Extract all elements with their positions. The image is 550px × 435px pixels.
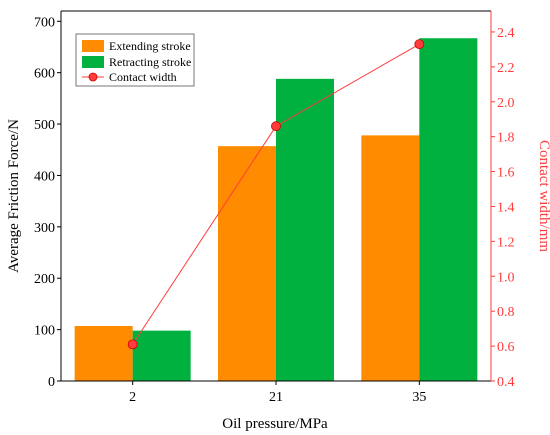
contact-width-line-layer: [127, 39, 425, 350]
y-tick-label-right-1.0: 1.0: [497, 270, 515, 285]
contact-width-point-2: [127, 339, 138, 350]
y-tick-label-right-1.2: 1.2: [497, 235, 515, 250]
bar-extending-stroke-21: [218, 146, 276, 381]
y-tick-label-left-700: 700: [34, 15, 55, 30]
y-tick-label-right-1.6: 1.6: [497, 166, 515, 181]
legend: Extending stroke Retracting stroke Conta…: [75, 33, 195, 87]
y-tick-label-right-2.4: 2.4: [497, 26, 515, 41]
y-tick-label-right-0.4: 0.4: [497, 375, 515, 390]
y-tick-label-left-400: 400: [34, 169, 55, 184]
bars-layer: [74, 38, 478, 381]
y-tick-label-left-500: 500: [34, 118, 55, 133]
bar-retracting-stroke-2: [132, 330, 191, 381]
y-tick-label-left-600: 600: [34, 67, 55, 82]
legend-label-retracting: Retracting stroke: [109, 55, 191, 69]
bar-retracting-stroke-21: [276, 78, 334, 381]
y-tick-label-right-0.8: 0.8: [497, 305, 515, 320]
y-axis-title-right: Contact width/mm: [536, 140, 550, 252]
legend-swatch-retracting: [82, 56, 104, 68]
legend-marker-contact: [88, 72, 98, 82]
y-tick-label-right-2.2: 2.2: [497, 61, 515, 76]
legend-label-contact: Contact width: [109, 70, 177, 84]
contact-width-point-35: [414, 39, 425, 50]
legend-label-extending: Extending stroke: [109, 39, 191, 53]
y-tick-label-right-2.0: 2.0: [497, 96, 515, 111]
legend-swatch-extending: [82, 40, 104, 52]
x-tick-label-35: 35: [412, 390, 426, 405]
x-tick-label-21: 21: [269, 390, 283, 405]
y-axis-title-left: Average Friction Force/N: [6, 119, 22, 273]
bar-retracting-stroke-35: [419, 38, 478, 381]
y-tick-label-left-0: 0: [48, 375, 55, 390]
y-tick-label-left-300: 300: [34, 221, 55, 236]
y-tick-label-right-1.4: 1.4: [497, 200, 515, 215]
y-tick-label-right-1.8: 1.8: [497, 131, 515, 146]
bar-extending-stroke-35: [361, 135, 420, 381]
x-tick-label-2: 2: [129, 390, 136, 405]
axes-layer: 0 100 200 300 400 500 600 700 0.4 0.6 0.8 1.0 1.2 1.4…: [34, 10, 515, 405]
bar-extending-stroke-2: [74, 326, 133, 381]
contact-width-point-21: [271, 121, 281, 132]
y-tick-label-left-100: 100: [34, 324, 55, 339]
y-tick-label-right-0.6: 0.6: [497, 340, 515, 355]
y-tick-label-left-200: 200: [34, 272, 55, 287]
x-axis-title: Oil pressure/MPa: [222, 416, 328, 432]
